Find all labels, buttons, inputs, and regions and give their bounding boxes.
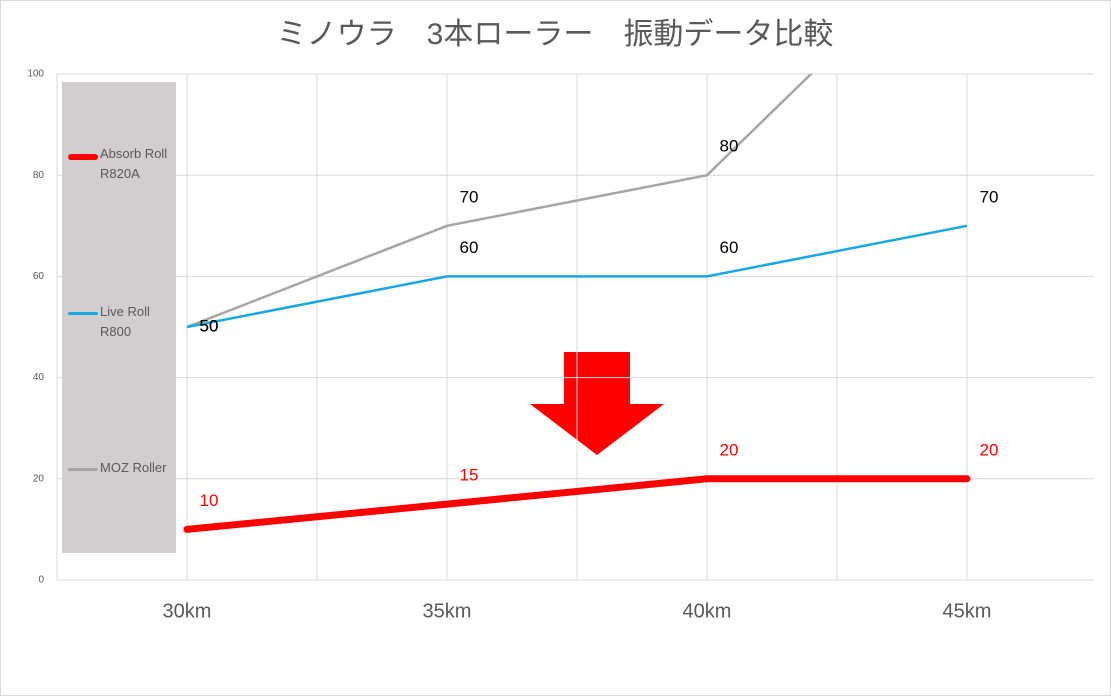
legend-swatch: [68, 468, 98, 471]
data-label: 80: [720, 137, 739, 156]
y-tick-label: 80: [33, 170, 45, 181]
data-label: 20: [980, 440, 999, 459]
data-label: 60: [720, 238, 739, 257]
y-tick-label: 20: [33, 473, 45, 484]
series-line: [186, 74, 813, 329]
data-label: 70: [980, 187, 999, 206]
y-tick-label: 60: [33, 271, 45, 282]
legend-swatch: [68, 154, 98, 160]
x-tick-label: 30km: [163, 600, 212, 622]
x-tick-label: 35km: [423, 600, 472, 622]
y-tick-label: 100: [27, 69, 44, 80]
series-line: [183, 475, 971, 533]
data-label: 60: [460, 238, 479, 257]
plot: [183, 74, 971, 533]
data-label: 50: [200, 316, 219, 335]
x-tick-label: 45km: [943, 600, 992, 622]
legend-label: Absorb Roll R820A: [100, 146, 181, 181]
down-arrow: [530, 352, 664, 455]
data-label: 20: [720, 440, 739, 459]
legend-swatch: [68, 312, 98, 315]
series-line: [186, 224, 968, 329]
data-label: 15: [460, 466, 479, 485]
legend-label: MOZ Roller: [100, 460, 167, 475]
y-tick-label: 0: [38, 575, 44, 586]
data-label: 50: [200, 316, 219, 335]
legend: Absorb Roll R820A Live Roll R800 MOZ Rolle…: [62, 82, 180, 553]
legend-item: Absorb Roll R820A: [66, 144, 180, 194]
x-tick-label: 40km: [683, 600, 732, 622]
legend-item: Live Roll R800: [66, 302, 176, 352]
legend-label: Live Roll R800: [100, 304, 150, 339]
chart-title: ミノウラ 3本ローラー 振動データ比較: [277, 18, 834, 51]
legend-item: MOZ Roller: [66, 458, 176, 508]
y-tick-label: 40: [33, 372, 45, 383]
data-label: 10: [200, 491, 219, 510]
data-label: 70: [460, 187, 479, 206]
